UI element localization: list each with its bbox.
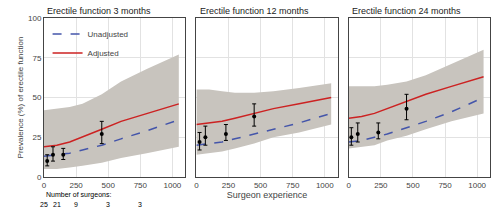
svg-text:250: 250 [374,181,388,190]
svg-text:3: 3 [106,201,110,208]
svg-text:0: 0 [347,181,352,190]
svg-text:Adjusted: Adjusted [88,49,119,58]
svg-text:1000: 1000 [163,181,181,190]
svg-text:21: 21 [53,201,61,208]
svg-text:750: 750 [438,181,452,190]
svg-text:3: 3 [138,201,142,208]
svg-text:Erectile function 3 months: Erectile function 3 months [47,6,151,16]
svg-text:75: 75 [32,54,41,63]
svg-text:1000: 1000 [468,181,486,190]
svg-text:0: 0 [42,181,47,190]
svg-text:750: 750 [134,181,148,190]
svg-text:25: 25 [32,133,41,142]
svg-text:250: 250 [222,181,236,190]
svg-text:100: 100 [28,14,42,23]
svg-text:500: 500 [102,181,116,190]
svg-text:1000: 1000 [316,181,334,190]
svg-text:500: 500 [406,181,420,190]
svg-text:250: 250 [69,181,83,190]
svg-text:50: 50 [32,93,41,102]
svg-text:750: 750 [286,181,300,190]
svg-text:Erectile function 24 months: Erectile function 24 months [352,6,461,16]
svg-text:Prevalence (%) of erectile fun: Prevalence (%) of erectile function [16,37,25,159]
svg-text:0: 0 [37,173,42,182]
svg-text:Erectile function 12 months: Erectile function 12 months [200,6,309,16]
svg-text:Surgeon experience: Surgeon experience [227,190,308,200]
svg-text:25: 25 [40,201,48,208]
svg-text:0: 0 [194,181,199,190]
svg-text:9: 9 [74,201,78,208]
svg-text:500: 500 [254,181,268,190]
svg-text:Unadjusted: Unadjusted [88,30,128,39]
svg-text:Number of surgeons:: Number of surgeons: [46,191,111,199]
